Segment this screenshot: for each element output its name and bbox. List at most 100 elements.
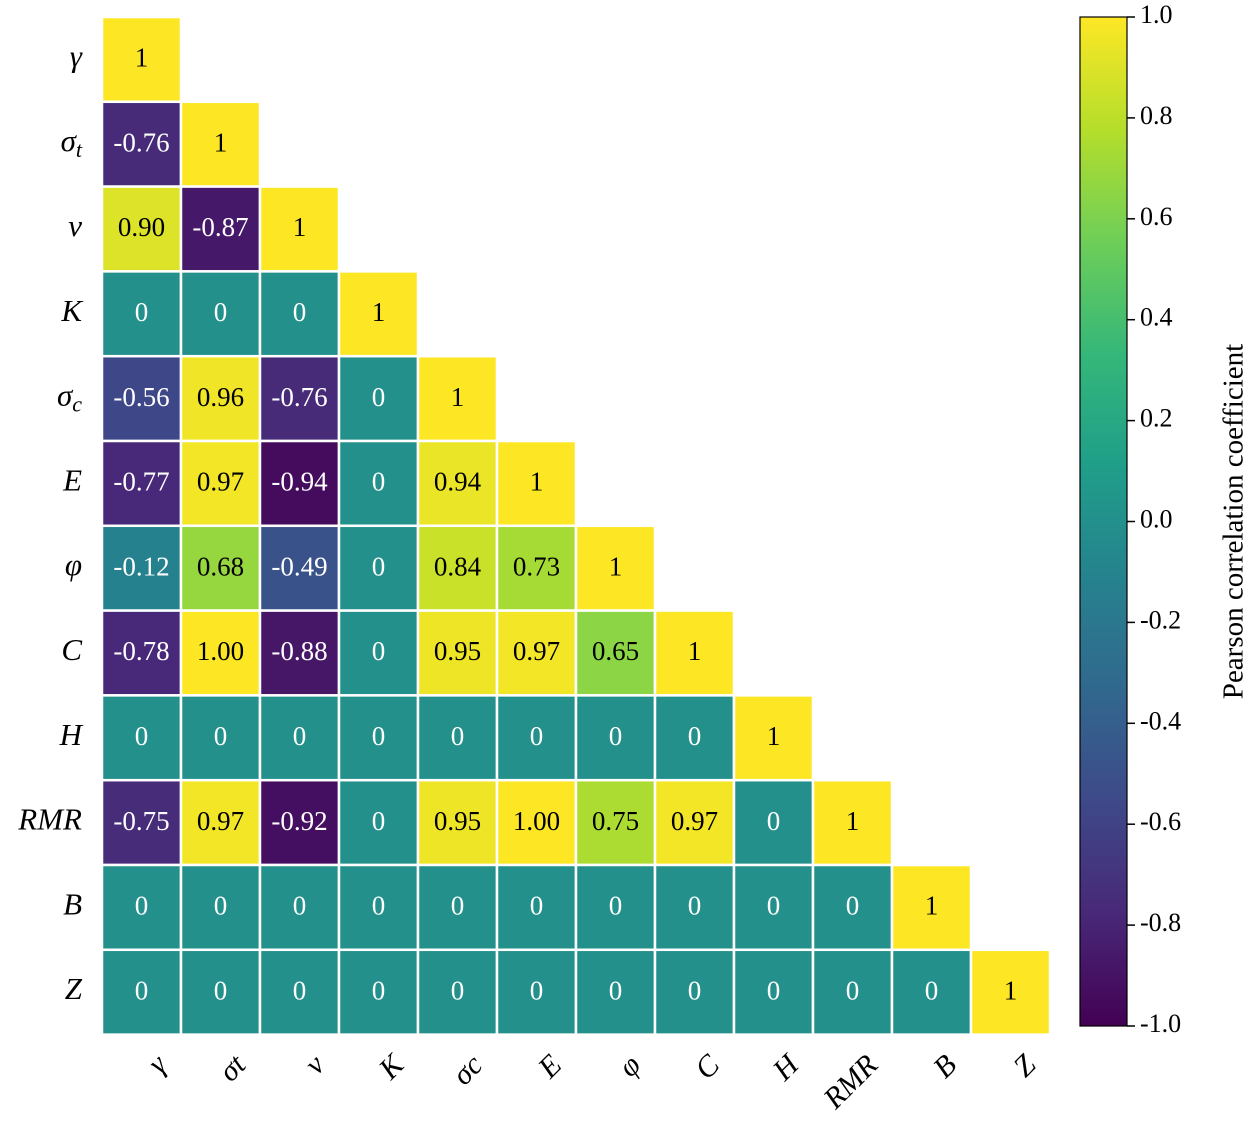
cell-value-label: 0.94 — [434, 467, 482, 497]
row-label: C — [61, 632, 82, 667]
column-label: B — [927, 1048, 963, 1084]
cell-value-label: 1 — [214, 127, 228, 157]
row-label: γ — [70, 39, 83, 74]
cell-value-label: 0 — [688, 891, 702, 921]
cell-value-label: 0 — [135, 891, 149, 921]
cell-value-label: 0 — [135, 975, 149, 1005]
cell-value-label: 0 — [372, 975, 386, 1005]
column-label: σc — [446, 1048, 489, 1091]
row-label: RMR — [17, 802, 82, 837]
cell-value-label: 0 — [372, 806, 386, 836]
heatmap-cell — [337, 354, 420, 443]
heatmap-cell — [969, 948, 1052, 1036]
cell-value-label: 0.65 — [592, 636, 639, 666]
cell-value-label: -0.77 — [113, 467, 169, 497]
cell-value-label: -0.76 — [113, 127, 169, 157]
colorbar-ticks: 1.0 0.8 0.6 0.4 0.2 0.0 -0.2 -0.4 -0.6 -0.8 -1.0 — [1127, 0, 1181, 1038]
cell-value-label: 0 — [372, 636, 386, 666]
cell-value-label: 0 — [451, 975, 465, 1005]
heatmap-cell — [653, 948, 736, 1036]
cell-value-label: 1 — [451, 382, 465, 412]
heatmap-cell — [811, 948, 894, 1036]
cell-value-label: 0 — [372, 551, 386, 581]
cell-value-label: 0 — [767, 891, 781, 921]
colorbar-gradient — [1079, 16, 1128, 1027]
colorbar-tick-label: 0.8 — [1140, 101, 1173, 130]
heatmap-cell — [100, 15, 183, 104]
cell-value-label: 0.95 — [434, 636, 481, 666]
colorbar-tick-label: -0.4 — [1140, 706, 1181, 735]
cell-value-label: 1.00 — [197, 636, 244, 666]
cell-value-label: 0.97 — [513, 636, 560, 666]
cell-value-label: 0 — [925, 975, 939, 1005]
heatmap-cell — [416, 439, 499, 528]
heatmap-cells: 1 -0.76 1 0.90 -0.87 1 0 0 0 1 -0.56 0.96 -0.76 0 1 -0.… — [100, 15, 1052, 1036]
cell-value-label: 0 — [767, 806, 781, 836]
cell-value-label: 0 — [293, 297, 307, 327]
row-label: B — [63, 887, 82, 922]
cell-value-label: 0.97 — [671, 806, 718, 836]
colorbar-tick-label: -0.8 — [1140, 908, 1181, 937]
cell-value-label: 0 — [214, 297, 228, 327]
heatmap-cell — [179, 948, 262, 1036]
cell-value-label: 0 — [846, 975, 860, 1005]
cell-value-label: 0 — [293, 891, 307, 921]
colorbar-tick-label: 0.0 — [1140, 504, 1173, 533]
heatmap-cell — [495, 439, 578, 528]
cell-value-label: 0 — [372, 467, 386, 497]
colorbar-tick-label: 0.4 — [1140, 303, 1173, 332]
heatmap-cell — [179, 524, 262, 612]
heatmap-cell — [100, 948, 183, 1036]
column-label: γ — [141, 1047, 174, 1080]
colorbar-tick-label: 0.6 — [1140, 202, 1173, 231]
heatmap-cell — [890, 948, 973, 1036]
colorbar: 1.0 0.8 0.6 0.4 0.2 0.0 -0.2 -0.4 -0.6 -0.8 -1.0 P… — [1079, 0, 1250, 1038]
cell-value-label: 0 — [530, 721, 544, 751]
heatmap-cell — [179, 354, 262, 443]
cell-value-label: -0.78 — [113, 636, 169, 666]
cell-value-label: 1 — [846, 806, 860, 836]
row-label: φ — [65, 547, 82, 582]
column-label: C — [689, 1048, 727, 1086]
column-label: K — [372, 1047, 412, 1087]
cell-value-label: 0 — [214, 891, 228, 921]
cell-value-label: 0 — [609, 891, 623, 921]
heatmap-cell — [732, 778, 815, 867]
heatmap-cell — [100, 100, 183, 188]
column-label: Z — [1007, 1048, 1042, 1083]
cell-value-label: 0 — [609, 721, 623, 751]
heatmap-cell — [890, 863, 973, 952]
row-label: K — [60, 293, 84, 328]
column-label: E — [531, 1048, 568, 1085]
heatmap-cell — [337, 439, 420, 528]
colorbar-tick-label: 1.0 — [1140, 0, 1173, 29]
colorbar-tick-label: -1.0 — [1140, 1009, 1181, 1038]
cell-value-label: 0.75 — [592, 806, 639, 836]
cell-value-label: -0.94 — [271, 467, 328, 497]
heatmap-cell — [416, 778, 499, 867]
heatmap-cell — [732, 863, 815, 952]
heatmap-cell — [495, 694, 578, 782]
cell-value-label: 1 — [688, 636, 702, 666]
cell-value-label: 0 — [293, 721, 307, 751]
heatmap-cell — [337, 778, 420, 867]
cell-value-label: 1 — [609, 551, 623, 581]
cell-value-label: 1 — [1004, 975, 1018, 1005]
heatmap-cell — [100, 778, 183, 867]
row-label: σt — [61, 123, 83, 162]
colorbar-tick-label: -0.2 — [1140, 605, 1181, 634]
heatmap-cell — [258, 778, 341, 867]
row-label: σc — [57, 378, 82, 417]
cell-value-label: 0 — [214, 721, 228, 751]
row-label: E — [62, 463, 82, 498]
cell-value-label: 0 — [135, 297, 149, 327]
cell-value-label: 0 — [530, 975, 544, 1005]
cell-value-label: 0 — [451, 721, 465, 751]
cell-value-label: 0 — [293, 975, 307, 1005]
heatmap-cell — [258, 609, 341, 697]
heatmap-cell — [495, 778, 578, 867]
colorbar-title: Pearson correlation coefficient — [1218, 344, 1250, 699]
heatmap-cell — [258, 948, 341, 1036]
